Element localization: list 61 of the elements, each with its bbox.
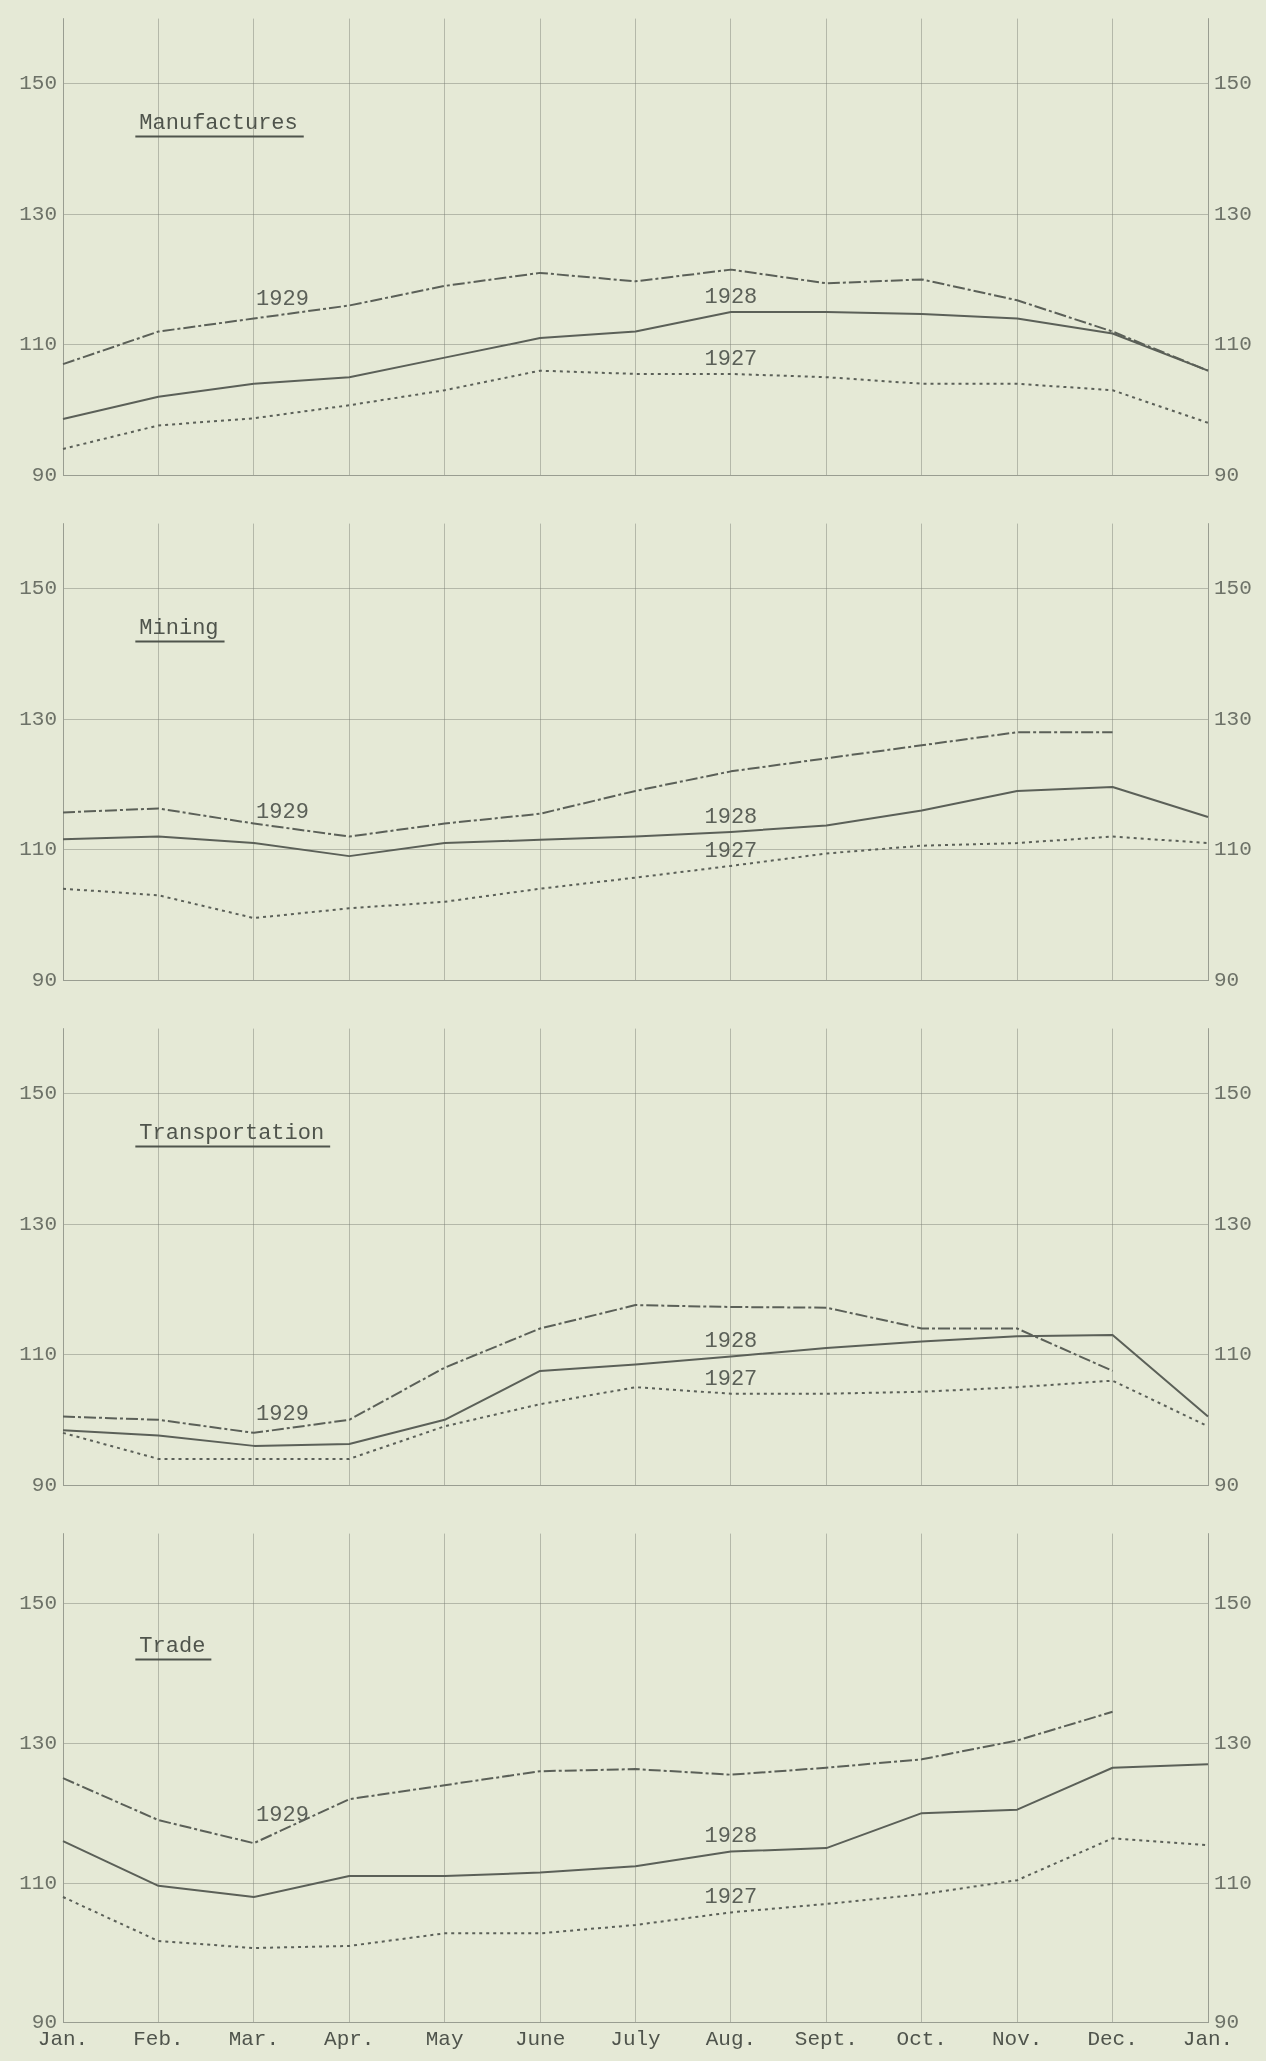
line-series [62,1710,1114,1845]
series-label: 1929 [256,287,309,313]
series-label: 1928 [704,804,758,830]
y-tick-label: 150 [19,1082,57,1106]
x-tick-label: Oct. [896,2027,947,2051]
y2-tick-label: 150 [1214,1592,1252,1616]
text: Mining [139,616,219,642]
x-tick-label: Dec. [1087,2027,1138,2051]
y2-tick-label: 110 [1214,1871,1252,1895]
y-tick-label: 130 [19,1212,57,1236]
y-tick-label: 90 [31,1473,57,1497]
y2-tick-label: 90 [1214,463,1240,487]
x-tick-label: June [514,2027,566,2051]
y-tick-label: 150 [19,72,57,96]
y2-tick-label: 110 [1214,333,1252,357]
y2-tick-label: 130 [1214,202,1252,226]
y-tick-label: 110 [19,838,57,862]
x-tick-label: Nov. [991,2027,1043,2051]
y-tick-label: 130 [19,202,57,226]
x-tick-label: Sept. [794,2027,858,2051]
y2-tick-label: 150 [1214,1082,1252,1106]
x-tick-label: July [610,2027,661,2051]
y-tick-label: 90 [31,463,57,487]
x-tick-label: Apr. [324,2027,375,2051]
y2-tick-label: 90 [1214,968,1240,992]
series-label: 1929 [256,1401,309,1427]
y2-tick-label: 150 [1214,72,1252,96]
series-label: 1929 [256,800,309,826]
y2-tick-label: 90 [1214,1473,1240,1497]
x-tick-label: May [425,2027,464,2051]
y-tick-label: 150 [19,1592,57,1616]
x-tick-label: Mar. [228,2027,280,2051]
text: Trade [139,1634,206,1660]
y-tick-label: 110 [19,1343,57,1367]
y2-tick-label: 110 [1214,838,1252,862]
y2-tick-label: 130 [1214,707,1252,731]
y-tick-label: 130 [19,1731,57,1755]
text: Manufactures [139,111,298,137]
series-label: 1927 [704,346,758,372]
y-tick-label: 90 [31,968,57,992]
y2-tick-label: 130 [1214,1212,1252,1236]
y2-tick-label: 130 [1214,1731,1252,1755]
line-series [62,835,1209,920]
text: Transportation [139,1121,325,1147]
line-series [62,369,1209,450]
y2-tick-label: 150 [1214,577,1252,601]
y2-tick-label: 110 [1214,1343,1252,1367]
y-tick-label: 110 [19,1871,57,1895]
x-tick-label: Feb. [133,2027,184,2051]
line-series [62,731,1114,838]
x-tick-label: Aug. [705,2027,757,2051]
series-label: 1929 [256,1802,309,1828]
series-label: 1927 [704,1885,758,1911]
series-label: 1928 [704,1824,758,1850]
series-label: 1928 [704,284,758,310]
y-tick-label: 130 [19,707,57,731]
y-tick-label: 150 [19,577,57,601]
series-label: 1928 [704,1329,758,1355]
series-label: 1927 [704,1366,758,1392]
series-label: 1927 [704,838,758,864]
y-tick-label: 110 [19,333,57,357]
